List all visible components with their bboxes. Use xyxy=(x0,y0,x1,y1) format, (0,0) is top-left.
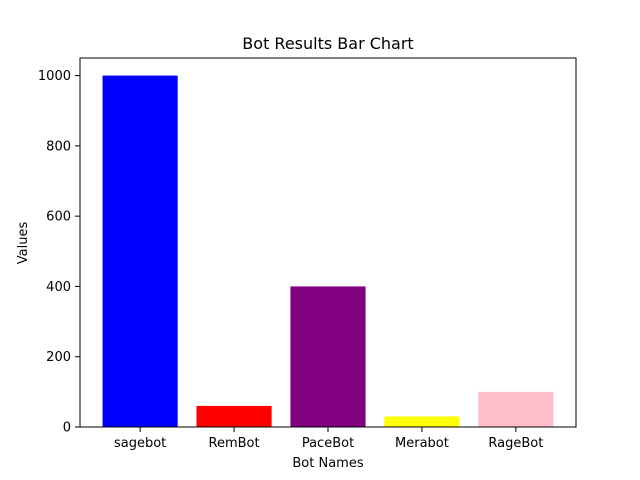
x-tick-label: RemBot xyxy=(209,436,260,451)
y-tick-label: 1000 xyxy=(38,69,71,84)
y-axis-label: Values xyxy=(16,222,31,265)
bars-group xyxy=(102,75,554,428)
x-tick-label: RageBot xyxy=(488,436,543,451)
y-tick-label: 0 xyxy=(63,421,71,436)
bar-sagebot xyxy=(102,75,178,428)
x-axis-label: Bot Names xyxy=(292,456,363,471)
x-ticks-group: sagebot RemBot PaceBot Merabot RageBot xyxy=(114,427,543,451)
bar-ragebot xyxy=(478,391,554,427)
y-ticks-group: 0 200 400 600 800 1000 xyxy=(38,69,80,436)
y-tick-label: 600 xyxy=(46,210,71,225)
bar-rembot xyxy=(196,405,272,427)
x-tick-label: PaceBot xyxy=(302,436,354,451)
chart-title: Bot Results Bar Chart xyxy=(242,34,413,53)
x-tick-label: Merabot xyxy=(395,436,449,451)
plot-frame xyxy=(79,57,577,428)
y-tick-label: 400 xyxy=(46,280,71,295)
y-tick-label: 800 xyxy=(46,139,71,154)
bar-pacebot xyxy=(290,286,366,427)
x-tick-label: sagebot xyxy=(114,436,166,451)
y-tick-label: 200 xyxy=(46,350,71,365)
bar-merabot xyxy=(384,416,460,427)
